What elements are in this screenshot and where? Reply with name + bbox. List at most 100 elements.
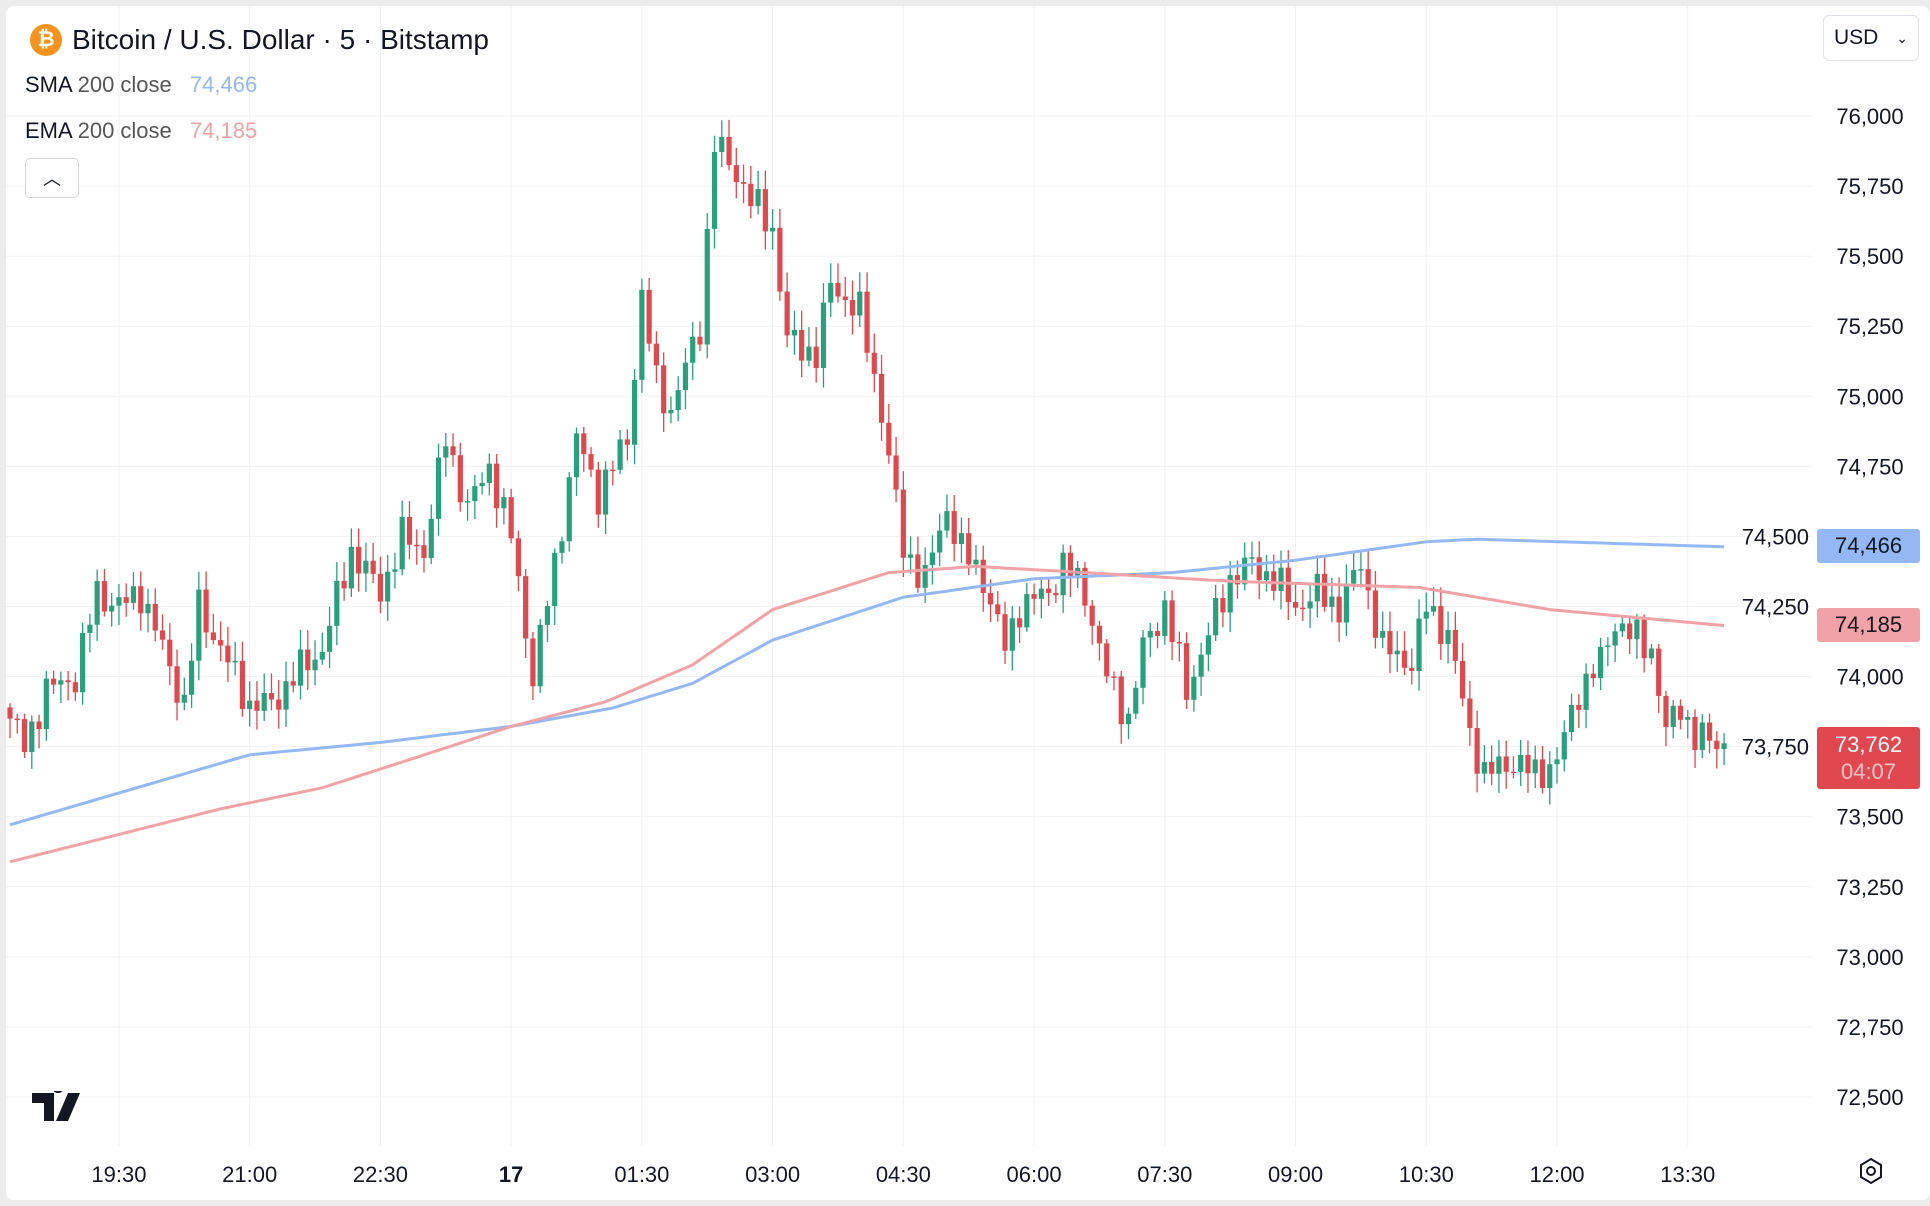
currency-select[interactable]: USD ⌄ — [1823, 15, 1919, 61]
candle-body — [922, 564, 928, 588]
candle-body — [392, 569, 398, 572]
candle-body — [239, 660, 246, 709]
candle-body — [385, 571, 391, 602]
candle-body — [784, 291, 790, 336]
candle-body — [1597, 646, 1604, 679]
candle-body — [1714, 740, 1720, 750]
candle-body — [297, 649, 304, 686]
candle-body — [1234, 575, 1241, 585]
candle-body — [806, 346, 812, 361]
candle-body — [1489, 762, 1495, 774]
candle-body — [123, 597, 129, 603]
candle-body — [762, 189, 768, 232]
candle-body — [1387, 631, 1393, 655]
candle-body — [1380, 631, 1386, 638]
candle-body — [1220, 597, 1226, 613]
candle-body — [36, 721, 42, 730]
candle-body — [871, 352, 877, 374]
candle-body — [472, 486, 478, 502]
candle-body — [1329, 596, 1335, 607]
candle-body — [1510, 771, 1517, 774]
bitcoin-icon: ₿ — [30, 24, 62, 56]
candle-body — [457, 455, 463, 503]
x-tick-label: 03:00 — [745, 1162, 800, 1187]
candle-body — [1169, 600, 1175, 643]
candle-body — [14, 718, 20, 721]
bar-countdown: 04:07 — [1840, 759, 1897, 784]
collapse-legend-button[interactable]: ︿ — [25, 158, 79, 198]
candle-body — [646, 289, 652, 344]
candle-body — [668, 410, 674, 414]
candle-body — [116, 597, 122, 606]
symbol-title[interactable]: Bitcoin / U.S. Dollar · 5 · Bitstamp — [72, 24, 490, 55]
candle-body — [1111, 676, 1117, 678]
price-chart[interactable]: 72,500 72,750 73,000 73,250 73,500 73,750 74,0… — [6, 6, 1930, 1200]
sma-legend[interactable]: SMA 200 close 74,466 — [25, 72, 257, 98]
candle-body — [966, 533, 972, 565]
candle-body — [544, 606, 551, 625]
settings-icon[interactable] — [1856, 1156, 1886, 1186]
candle-body — [820, 302, 827, 368]
chevron-down-icon: ⌄ — [1896, 29, 1908, 46]
candle-body — [1619, 623, 1625, 632]
x-tick-label: 19:30 — [91, 1162, 146, 1187]
candle-body — [980, 559, 986, 593]
candle-body — [435, 457, 442, 519]
candle-body — [842, 296, 848, 301]
y-tick-label: 74,250 — [1742, 594, 1809, 619]
tradingview-logo[interactable] — [32, 1091, 92, 1123]
y-tick-label: 73,250 — [1836, 875, 1903, 900]
candle-body — [1641, 619, 1647, 659]
ema-params: 200 close — [77, 118, 172, 143]
candle-body — [1423, 611, 1429, 619]
candle-body — [1438, 606, 1444, 644]
candle-body — [7, 707, 13, 719]
candle-body — [1322, 573, 1328, 607]
candle-body — [602, 469, 609, 515]
candle-body — [58, 680, 64, 685]
candle-body — [87, 624, 93, 633]
candle-body — [1278, 567, 1284, 591]
candle-body — [835, 282, 841, 297]
y-tick-label: 75,750 — [1836, 174, 1903, 199]
candle-body — [167, 639, 173, 667]
candle-body — [1721, 743, 1727, 750]
sma-line — [9, 537, 1725, 827]
candle-body — [1518, 754, 1524, 772]
candle-body — [1038, 588, 1044, 599]
candle-body — [886, 422, 892, 456]
candle-body — [726, 136, 732, 166]
candle-body — [813, 346, 819, 368]
candle-body — [595, 469, 601, 515]
candle-body — [770, 227, 776, 232]
candle-body — [675, 390, 681, 411]
candle-body — [1053, 592, 1059, 596]
candle-body — [305, 649, 311, 671]
candle-body — [537, 624, 543, 687]
y-tick-label: 76,000 — [1836, 104, 1903, 129]
candle-body — [80, 632, 86, 693]
candle-body — [1627, 623, 1633, 640]
candle-body — [1118, 676, 1124, 725]
ema-legend[interactable]: EMA 200 close 74,185 — [25, 118, 257, 144]
candle-body — [1583, 673, 1589, 710]
candle-body — [1046, 588, 1052, 593]
candle-body — [864, 291, 870, 353]
candle-body — [1242, 557, 1248, 585]
last-price-value: 73,762 — [1834, 732, 1903, 757]
candle-body — [1205, 635, 1211, 655]
candle-body — [1104, 643, 1110, 677]
x-tick-label: 06:00 — [1007, 1162, 1062, 1187]
candle-body — [1365, 569, 1371, 591]
candle-body — [1176, 642, 1182, 644]
candle-body — [1576, 705, 1582, 710]
candle-body — [1467, 698, 1473, 728]
candle-body — [254, 700, 260, 711]
candle-body — [937, 530, 943, 553]
candle-body — [203, 589, 209, 633]
candle-body — [188, 660, 195, 695]
candle-body — [704, 228, 710, 345]
chevron-up-icon: ︿ — [43, 169, 61, 189]
candle-body — [1133, 687, 1139, 714]
candle-body — [1249, 557, 1255, 559]
